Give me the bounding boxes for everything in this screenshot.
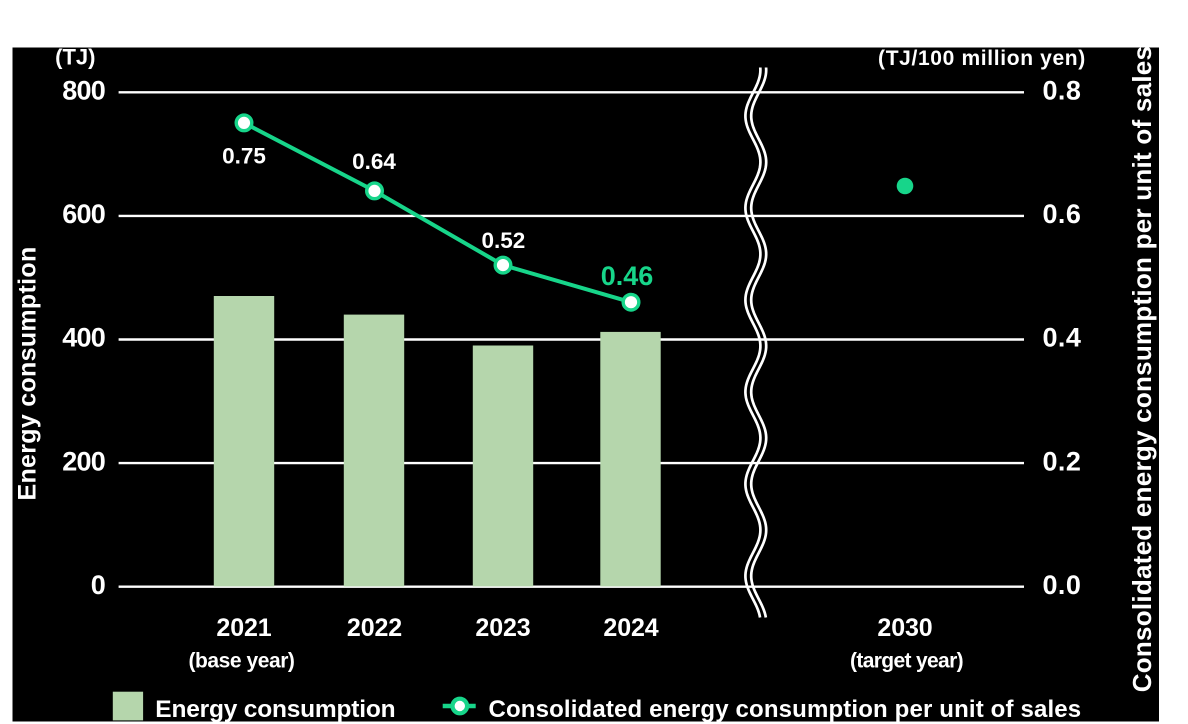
svg-text:0.75: 0.75: [222, 144, 266, 169]
svg-text:Energy consumption: Energy consumption: [14, 246, 42, 500]
svg-text:2030: 2030: [877, 614, 932, 642]
svg-text:2023: 2023: [475, 614, 530, 642]
svg-text:Consolidated energy consumptio: Consolidated energy consumption per unit…: [1127, 46, 1157, 692]
svg-text:(TJ): (TJ): [55, 45, 95, 70]
svg-text:2022: 2022: [347, 614, 402, 642]
svg-text:0.0: 0.0: [1043, 570, 1082, 600]
svg-text:2021: 2021: [216, 614, 271, 642]
svg-text:2024: 2024: [603, 614, 658, 642]
svg-text:(TJ/100 million yen): (TJ/100 million yen): [878, 47, 1086, 70]
svg-text:0.64: 0.64: [352, 149, 396, 174]
svg-text:0.52: 0.52: [482, 228, 526, 253]
svg-text:Energy consumption: Energy consumption: [155, 696, 395, 723]
svg-text:(target year): (target year): [850, 649, 963, 672]
svg-text:0: 0: [91, 570, 105, 600]
svg-text:(base year): (base year): [189, 649, 295, 672]
svg-text:Consolidated energy consumptio: Consolidated energy consumption per unit…: [489, 696, 1082, 723]
svg-text:600: 600: [62, 199, 105, 229]
svg-text:0.4: 0.4: [1043, 323, 1082, 353]
svg-text:800: 800: [62, 76, 105, 106]
svg-text:0.8: 0.8: [1043, 76, 1082, 106]
svg-text:0.2: 0.2: [1043, 446, 1082, 476]
svg-text:200: 200: [62, 446, 105, 476]
svg-text:0.46: 0.46: [601, 261, 654, 291]
svg-text:0.6: 0.6: [1043, 199, 1082, 229]
svg-text:400: 400: [62, 323, 105, 353]
